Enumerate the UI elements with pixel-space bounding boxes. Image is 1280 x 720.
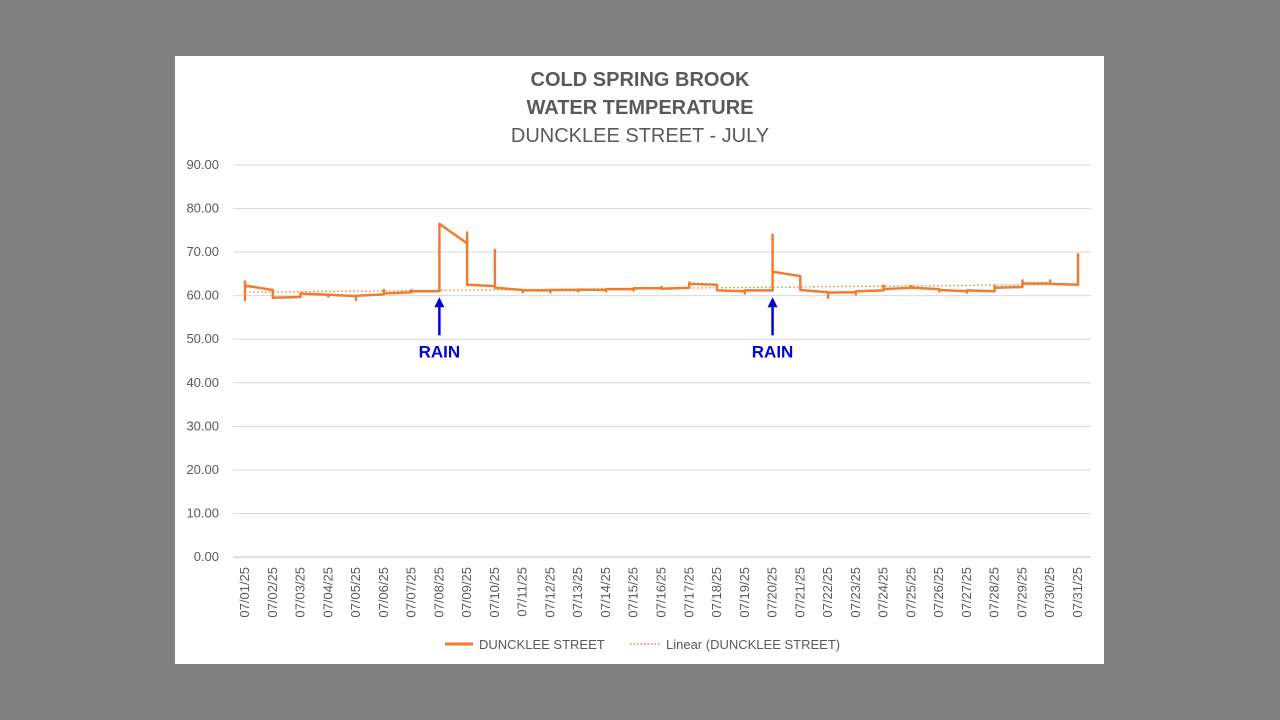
- series-layer: [243, 222, 1080, 302]
- rain-arrow-head: [767, 297, 778, 308]
- x-tick-label: 07/21/25: [792, 567, 807, 618]
- y-tick-label: 30.00: [186, 418, 219, 433]
- series-line: [243, 222, 1080, 302]
- x-tick-label: 07/04/25: [320, 567, 335, 618]
- x-tick-label: 07/03/25: [293, 567, 308, 618]
- gridlines: [233, 164, 1091, 558]
- y-tick-label: 80.00: [186, 201, 219, 216]
- x-tick-label: 07/30/25: [1042, 567, 1057, 618]
- x-tick-label: 07/05/25: [348, 567, 363, 618]
- x-tick-label: 07/01/25: [237, 567, 252, 618]
- annotation-layer: RAIN RAIN: [419, 297, 794, 361]
- x-tick-label: 07/18/25: [709, 567, 724, 618]
- y-tick-label: 40.00: [186, 375, 219, 390]
- chart-panel: COLD SPRING BROOK WATER TEMPERATURE DUNC…: [175, 56, 1104, 664]
- rain-label: RAIN: [752, 342, 794, 361]
- chart-title: COLD SPRING BROOK: [531, 69, 750, 91]
- rain-label: RAIN: [419, 342, 461, 361]
- chart-svg: COLD SPRING BROOK WATER TEMPERATURE DUNC…: [186, 69, 1091, 652]
- x-axis-ticks: 07/01/25 07/02/25 07/03/25 07/04/25 07/05/25…: [237, 567, 1085, 618]
- x-tick-label: 07/02/25: [265, 567, 280, 618]
- x-tick-label: 07/15/25: [626, 567, 641, 618]
- y-axis-ticks: 0.00 10.00 20.00 30.00 40.00 50.00 60.00 70.00 8…: [186, 157, 219, 564]
- y-tick-label: 90.00: [186, 157, 219, 172]
- chart-subtitle: DUNCKLEE STREET - JULY: [511, 125, 769, 147]
- x-tick-label: 07/17/25: [681, 567, 696, 618]
- x-tick-label: 07/08/25: [431, 567, 446, 618]
- y-tick-label: 60.00: [186, 288, 219, 303]
- legend-label-series: DUNCKLEE STREET: [479, 637, 605, 652]
- chart-title-line2: WATER TEMPERATURE: [526, 97, 753, 119]
- x-tick-label: 07/19/25: [737, 567, 752, 618]
- legend: DUNCKLEE STREET Linear (DUNCKLEE STREET): [445, 637, 840, 652]
- rain-arrow-head: [434, 297, 445, 308]
- y-tick-label: 50.00: [186, 331, 219, 346]
- x-tick-label: 07/12/25: [542, 567, 557, 618]
- x-tick-label: 07/07/25: [404, 567, 419, 618]
- x-tick-label: 07/28/25: [987, 567, 1002, 618]
- x-tick-label: 07/22/25: [820, 567, 835, 618]
- x-tick-label: 07/23/25: [848, 567, 863, 618]
- x-tick-label: 07/16/25: [654, 567, 669, 618]
- x-tick-label: 07/25/25: [903, 567, 918, 618]
- x-tick-label: 07/14/25: [598, 567, 613, 618]
- x-tick-label: 07/06/25: [376, 567, 391, 618]
- x-tick-label: 07/31/25: [1070, 567, 1085, 618]
- x-tick-label: 07/11/25: [515, 567, 530, 617]
- x-tick-label: 07/26/25: [931, 567, 946, 618]
- x-tick-label: 07/10/25: [487, 567, 502, 618]
- x-tick-label: 07/27/25: [959, 567, 974, 618]
- y-tick-label: 20.00: [186, 462, 219, 477]
- y-tick-label: 70.00: [186, 244, 219, 259]
- x-tick-label: 07/09/25: [459, 567, 474, 618]
- y-tick-label: 10.00: [186, 505, 219, 520]
- x-tick-label: 07/24/25: [876, 567, 891, 618]
- legend-label-trendline: Linear (DUNCKLEE STREET): [666, 637, 840, 652]
- x-tick-label: 07/29/25: [1014, 567, 1029, 618]
- x-tick-label: 07/13/25: [570, 567, 585, 618]
- x-tick-label: 07/20/25: [765, 567, 780, 618]
- y-tick-label: 0.00: [194, 549, 219, 564]
